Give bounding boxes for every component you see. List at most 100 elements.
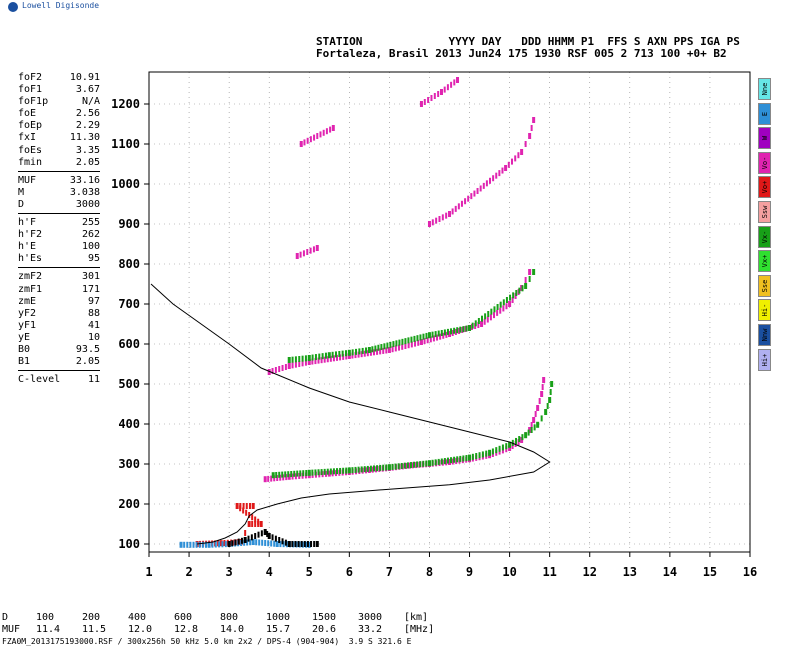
- trace-point: [326, 356, 329, 363]
- trace-point: [459, 455, 462, 462]
- trace-point: [367, 347, 371, 353]
- param-row: yE 10: [18, 332, 100, 344]
- param-name: foF1: [18, 84, 43, 96]
- trace-point: [405, 463, 408, 469]
- param-row: fxI 11.30: [18, 132, 100, 144]
- trace-point: [427, 332, 431, 339]
- trace-point: [546, 403, 549, 409]
- trace-point: [284, 539, 287, 546]
- trace-point: [455, 458, 458, 465]
- trace-point: [331, 470, 334, 477]
- trace-point: [327, 470, 331, 477]
- trace-point: [274, 367, 277, 373]
- y-tick-label: 300: [118, 457, 140, 471]
- trace-point: [530, 422, 533, 428]
- trace-point: [410, 341, 413, 348]
- trace-point: [403, 462, 406, 469]
- trace-point: [521, 434, 524, 441]
- trace-point: [411, 462, 414, 469]
- trace-point: [488, 449, 492, 456]
- trace-point: [267, 369, 271, 375]
- x-axis-labels: 1 2 3 4 5 6 7 8 9 10 11 12 13 14 15 16: [145, 565, 757, 579]
- trace-point: [439, 333, 442, 340]
- trace-point: [336, 468, 339, 475]
- trace-point: [425, 460, 428, 467]
- trace-point: [257, 531, 260, 538]
- trace-point: [207, 541, 211, 548]
- trace-point: [345, 353, 348, 360]
- legend-label: Hi+: [760, 353, 769, 366]
- trace-point: [389, 341, 392, 348]
- param-value: 3000: [75, 198, 100, 210]
- x-tick-label: 13: [623, 565, 637, 579]
- plot-frame: [148, 71, 751, 553]
- trace-point: [524, 277, 527, 283]
- trace-point: [254, 516, 257, 523]
- trace-point: [204, 541, 207, 548]
- param-row: B1 2.05: [18, 356, 100, 368]
- trace-point: [332, 468, 335, 475]
- trace-point: [538, 398, 541, 404]
- trace-point: [270, 540, 273, 547]
- trace-point: [451, 330, 454, 336]
- param-name: D: [18, 198, 25, 210]
- trace-point: [351, 352, 354, 359]
- x-tick-label: 14: [663, 565, 677, 579]
- trace-point: [287, 473, 291, 480]
- param-name: foEs: [18, 144, 43, 156]
- trace-point: [278, 537, 281, 543]
- trace-point: [489, 314, 492, 321]
- trace-point: [201, 541, 204, 548]
- trace-point: [400, 462, 403, 469]
- trace-point: [316, 133, 319, 139]
- trace-point: [508, 441, 512, 448]
- trace-point: [467, 195, 470, 202]
- param-name: yF2: [18, 307, 37, 319]
- trace-point: [448, 211, 451, 217]
- param-name: zmF2: [18, 271, 43, 283]
- trace-point: [248, 512, 251, 518]
- param-name: h'E: [18, 241, 37, 253]
- trace-point: [385, 464, 388, 471]
- trace-point: [303, 541, 306, 547]
- trace-point: [273, 475, 276, 482]
- param-value: 41: [87, 319, 100, 331]
- trace-point: [483, 318, 486, 325]
- trace-point: [511, 158, 514, 165]
- trace-point: [407, 342, 410, 349]
- trace-point: [475, 453, 478, 459]
- param-row: fmin 2.05: [18, 157, 100, 169]
- trace-point: [501, 167, 504, 174]
- trace-point: [291, 473, 294, 480]
- trace-point: [298, 361, 301, 367]
- trace-point: [297, 541, 300, 547]
- trace-point: [267, 533, 271, 539]
- param-name: foF1p: [18, 96, 49, 108]
- trace-point: [461, 327, 464, 333]
- trace-point: [434, 331, 437, 338]
- trace-point: [468, 325, 472, 331]
- trace-point: [387, 464, 391, 471]
- trace-point: [479, 185, 482, 192]
- trace-point: [372, 465, 375, 472]
- trace-point: [324, 352, 327, 359]
- trace-point: [413, 335, 416, 342]
- trace-point: [493, 306, 496, 313]
- trace-point: [336, 354, 339, 361]
- trace-point: [360, 466, 363, 473]
- muf-cell: 12.0: [128, 623, 153, 635]
- param-name: fxI: [18, 132, 37, 144]
- y-tick-label: 700: [118, 297, 140, 311]
- trace-point: [345, 467, 348, 474]
- x-tick-label: 6: [346, 565, 353, 579]
- trace-point: [291, 362, 294, 369]
- y-tick-label: 1000: [111, 177, 140, 191]
- trace-point: [211, 541, 214, 548]
- trace-point: [427, 221, 431, 227]
- trace-point: [245, 503, 248, 509]
- trace-point: [387, 347, 391, 353]
- trace-point: [294, 361, 297, 368]
- trace-point: [294, 356, 297, 363]
- trace-point: [254, 533, 257, 539]
